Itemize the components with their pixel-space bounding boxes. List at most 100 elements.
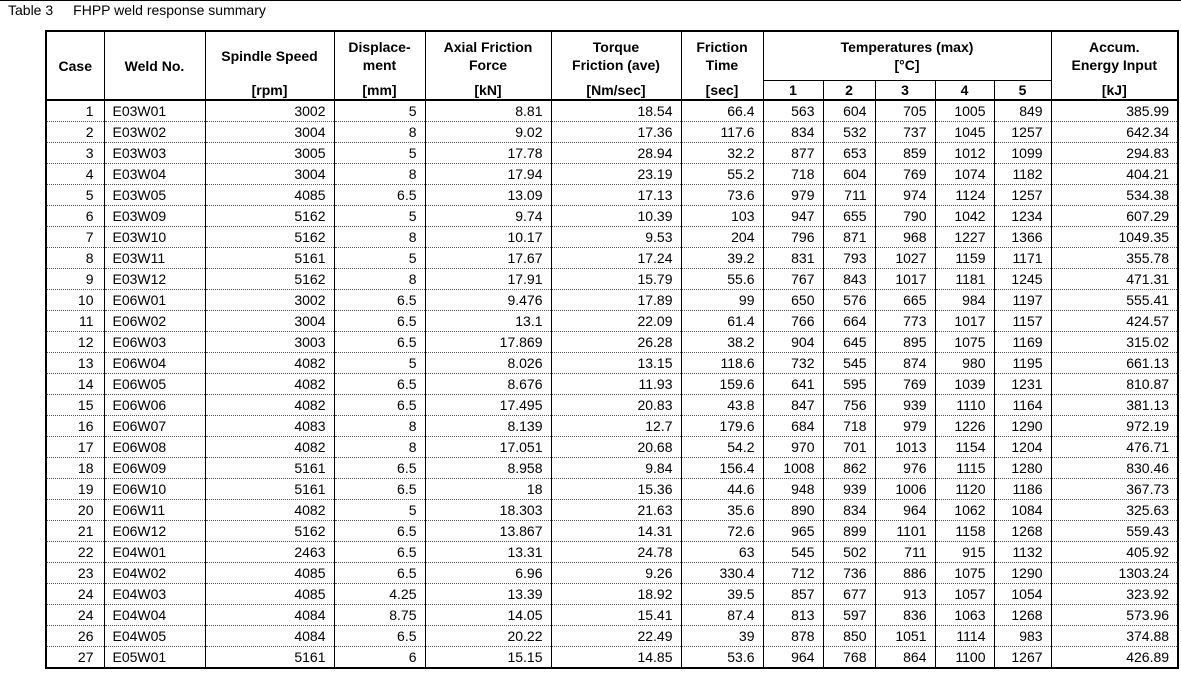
- cell: 6.5: [333, 310, 426, 332]
- cell: 984: [934, 289, 995, 311]
- cell: 72.6: [680, 520, 764, 542]
- cell: 563: [762, 100, 824, 122]
- cell: 604: [822, 100, 876, 122]
- cell: 367.73: [1050, 478, 1179, 500]
- cell: 1159: [934, 247, 995, 269]
- cell: 8.958: [424, 457, 552, 479]
- cell: 10.39: [550, 205, 682, 227]
- cell: 915: [934, 541, 995, 563]
- header-line: [°C]: [894, 57, 920, 73]
- cell: 13.09: [424, 184, 552, 206]
- cell: 73.6: [680, 184, 764, 206]
- cell: 1099: [993, 142, 1052, 164]
- cell: 5: [333, 100, 426, 122]
- data-row: 12 E06W03 3003 6.5 17.869 26.28 38.2 904 645 895 1…: [45, 331, 1179, 353]
- cell: 1157: [993, 310, 1052, 332]
- cell: 1114: [934, 625, 995, 647]
- unit-header: [kJ]: [1050, 80, 1179, 101]
- column-header: Torque Friction (ave): [550, 31, 682, 81]
- cell: 1054: [993, 583, 1052, 605]
- cell: 1075: [934, 562, 995, 584]
- cell: 939: [822, 478, 876, 500]
- data-row: 5 E03W05 4085 6.5 13.09 17.13 73.6 979 711 974 112…: [45, 184, 1179, 206]
- unit-header: [Nm/sec]: [550, 80, 682, 101]
- cell: 862: [822, 457, 876, 479]
- cell: 4085: [204, 583, 335, 605]
- cell: 980: [934, 352, 995, 374]
- header-line: Temperatures (max): [840, 39, 974, 55]
- cell: 595: [822, 373, 876, 395]
- column-header: Axial Friction Force: [424, 31, 552, 81]
- data-row: 26 E04W05 4084 6.5 20.22 22.49 39 878 850 1051 111…: [45, 625, 1179, 647]
- data-row: 20 E06W11 4082 5 18.303 21.63 35.6 890 834 964 106…: [45, 499, 1179, 521]
- cell: 13.39: [424, 583, 552, 605]
- cell: 12: [45, 331, 105, 353]
- cell: 38.2: [680, 331, 764, 353]
- cell: 66.4: [680, 100, 764, 122]
- column-header: Spindle Speed: [204, 31, 335, 81]
- cell: 24.78: [550, 541, 682, 563]
- cell: 6.5: [333, 457, 426, 479]
- cell: 11.93: [550, 373, 682, 395]
- cell: 4085: [204, 562, 335, 584]
- column-header: Temperatures (max) [°C]: [762, 31, 1052, 81]
- cell: 849: [993, 100, 1052, 122]
- cell: 895: [874, 331, 936, 353]
- cell: 27: [45, 646, 105, 669]
- cell: 18: [424, 478, 552, 500]
- cell: E04W03: [103, 583, 206, 605]
- cell: 813: [762, 604, 824, 626]
- cell: 1115: [934, 457, 995, 479]
- cell: 156.4: [680, 457, 764, 479]
- cell: 502: [822, 541, 876, 563]
- cell: E06W01: [103, 289, 206, 311]
- cell: 22.09: [550, 310, 682, 332]
- cell: E03W05: [103, 184, 206, 206]
- cell: 677: [822, 583, 876, 605]
- cell: E03W12: [103, 268, 206, 290]
- table: Case Weld No. Spindle Speed Displace-ment Ax…: [45, 30, 1180, 669]
- cell: 1100: [934, 646, 995, 669]
- cell: 476.71: [1050, 436, 1179, 458]
- data-row: 4 E03W04 3004 8 17.94 23.19 55.2 718 604 769 1074 1…: [45, 163, 1179, 185]
- cell: 705: [874, 100, 936, 122]
- caption-label: Table 3: [8, 2, 54, 18]
- cell: 294.83: [1050, 142, 1179, 164]
- data-row: 17 E06W08 4082 8 17.051 20.68 54.2 970 701 1013 11…: [45, 436, 1179, 458]
- cell: 3002: [204, 289, 335, 311]
- cell: 4.25: [333, 583, 426, 605]
- cell: E04W02: [103, 562, 206, 584]
- cell: 8.676: [424, 373, 552, 395]
- cell: 3004: [204, 121, 335, 143]
- cell: 13: [45, 352, 105, 374]
- cell: 13.15: [550, 352, 682, 374]
- cell: 5: [333, 205, 426, 227]
- cell: 204: [680, 226, 764, 248]
- cell: 17.67: [424, 247, 552, 269]
- cell: 4084: [204, 625, 335, 647]
- cell: 545: [822, 352, 876, 374]
- cell: E06W04: [103, 352, 206, 374]
- cell: 4082: [204, 436, 335, 458]
- header-line: Energy Input: [1071, 57, 1158, 74]
- cell: 642.34: [1050, 121, 1179, 143]
- cell: 404.21: [1050, 163, 1179, 185]
- data-row: 10 E06W01 3002 6.5 9.476 17.89 99 650 576 665 984 1…: [45, 289, 1179, 311]
- cell: 5162: [204, 226, 335, 248]
- cell: 1226: [934, 415, 995, 437]
- cell: 10: [45, 289, 105, 311]
- cell: 756: [822, 394, 876, 416]
- cell: 573.96: [1050, 604, 1179, 626]
- cell: 32.2: [680, 142, 764, 164]
- cell: 3005: [204, 142, 335, 164]
- cell: 17.91: [424, 268, 552, 290]
- cell: 1051: [874, 625, 936, 647]
- cell: 22: [45, 541, 105, 563]
- cell: 1227: [934, 226, 995, 248]
- cell: 424.57: [1050, 310, 1179, 332]
- cell: 1268: [993, 520, 1052, 542]
- cell: 15: [45, 394, 105, 416]
- unit-header: [mm]: [333, 80, 426, 101]
- cell: 381.13: [1050, 394, 1179, 416]
- cell: 711: [874, 541, 936, 563]
